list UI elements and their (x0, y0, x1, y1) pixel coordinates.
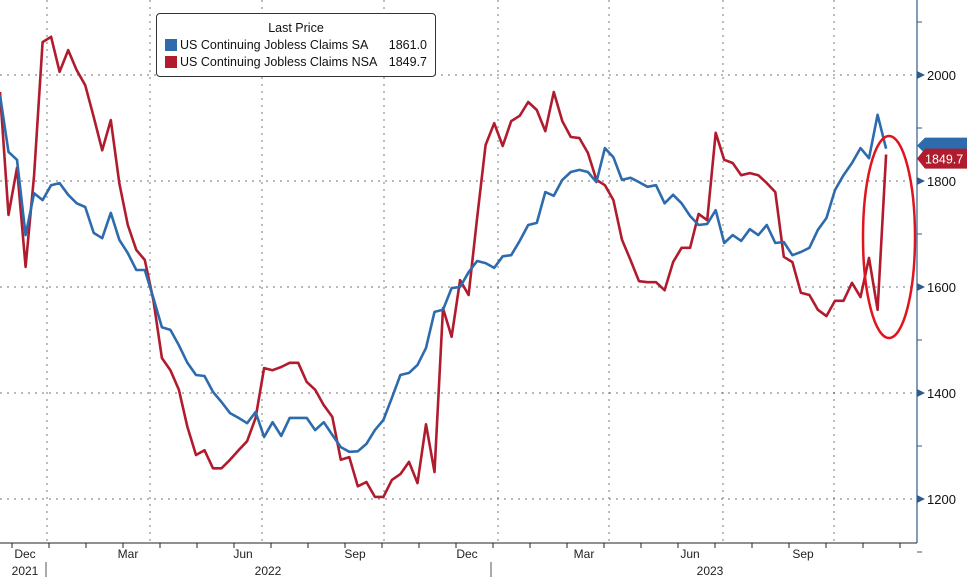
y-axis: 1200 1400 1600 1800 2000 (917, 21, 956, 553)
y-tick-label: 1600 (927, 280, 956, 295)
y-tick-label: 1200 (927, 492, 956, 507)
y-tick-marker (917, 389, 925, 397)
legend-title: Last Price (268, 21, 324, 35)
x-tick-label: Sep (344, 547, 366, 561)
series-line-nsa (0, 35, 888, 499)
legend-item-sa: US Continuing Jobless Claims SA 1861.0 (165, 36, 427, 53)
x-year-label: 2022 (255, 564, 282, 577)
legend-value: 1861.0 (388, 37, 427, 52)
y-tick-marker (917, 71, 925, 79)
y-tick-marker (917, 283, 925, 291)
x-tick-label: Mar (118, 547, 139, 561)
y-tick-marker (917, 495, 925, 503)
y-tick-label: 2000 (927, 68, 956, 83)
last-value-tags: 1849.7 (917, 137, 967, 169)
legend-item-nsa: US Continuing Jobless Claims NSA 1849.7 (165, 53, 427, 70)
y-tick-marker (917, 177, 925, 185)
x-tick-label: Jun (680, 547, 699, 561)
x-tick-label: Jun (233, 547, 252, 561)
legend-swatch-sa (165, 38, 177, 51)
x-year-label: 2021 (12, 564, 39, 577)
y-tick-label: 1800 (927, 174, 956, 189)
last-value-tag-nsa (917, 148, 967, 169)
x-tick-label: Dec (456, 547, 477, 561)
legend-value: 1849.7 (388, 54, 427, 69)
series-lines (0, 35, 888, 499)
x-year-label: 2023 (697, 564, 724, 577)
highlight-ellipse (861, 134, 917, 340)
y-tick-label: 1400 (927, 386, 956, 401)
x-axis: Dec Mar Jun Sep Dec Mar Jun Sep 2021 2022 2023 (11, 543, 901, 577)
legend-swatch-nsa (165, 55, 177, 68)
series-line-sa (0, 94, 888, 454)
x-tick-label: Mar (574, 547, 595, 561)
legend-label: US Continuing Jobless Claims SA (180, 37, 369, 52)
legend-label: US Continuing Jobless Claims NSA (180, 54, 378, 69)
last-value-label-nsa: 1849.7 (925, 153, 963, 167)
legend: Last Price US Continuing Jobless Claims … (156, 13, 436, 77)
x-tick-label: Sep (792, 547, 814, 561)
x-tick-label: Dec (14, 547, 35, 561)
grid (0, 0, 917, 543)
